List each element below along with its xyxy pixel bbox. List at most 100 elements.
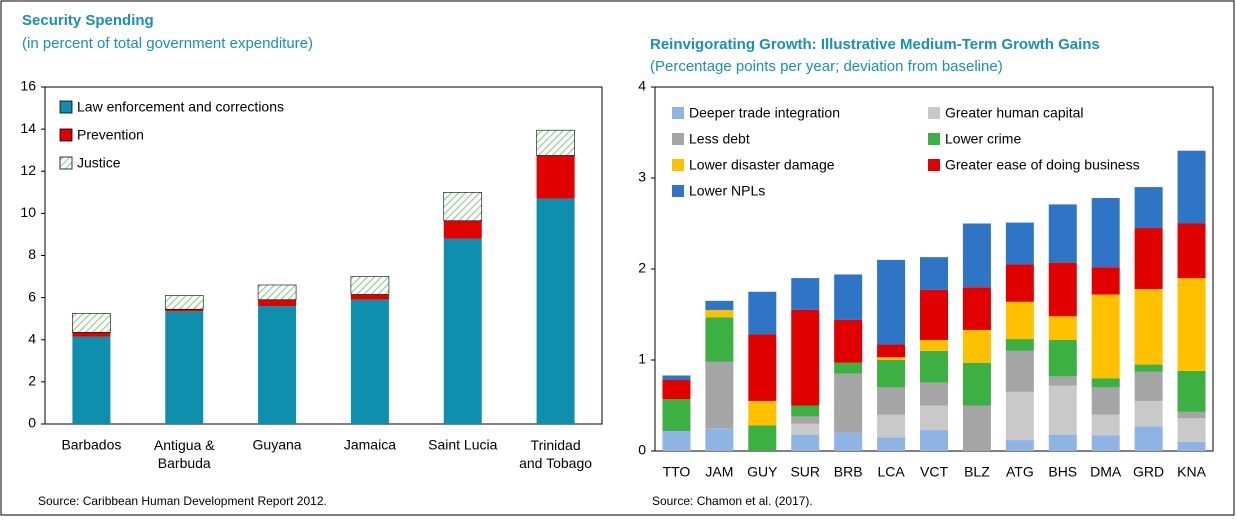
bar-segment bbox=[920, 382, 948, 406]
bar-segment bbox=[877, 259, 906, 345]
bar-segment bbox=[257, 284, 297, 301]
bar-segment bbox=[834, 362, 863, 374]
bar-segment bbox=[791, 278, 820, 310]
x-tick-label: GRD bbox=[1133, 464, 1164, 480]
y-tick-label: 16 bbox=[20, 78, 36, 94]
bar-segment bbox=[877, 437, 906, 451]
bar-segment bbox=[1177, 411, 1206, 419]
bar-segment bbox=[1091, 435, 1120, 451]
bar-segment bbox=[1177, 223, 1206, 279]
bar-segment bbox=[1048, 339, 1077, 377]
bar-segment bbox=[1134, 371, 1163, 401]
x-tick-label: LCA bbox=[877, 464, 905, 480]
bar-segment bbox=[877, 387, 906, 415]
bar-segment bbox=[962, 405, 991, 451]
bar-segment bbox=[1048, 204, 1077, 263]
bar-segment bbox=[662, 375, 691, 381]
x-tick-label: Barbados bbox=[61, 437, 121, 453]
y-tick-label: 8 bbox=[28, 246, 36, 262]
chart-title: Reinvigorating Growth: Illustrative Medi… bbox=[650, 36, 1100, 53]
x-tick-label: Saint Lucia bbox=[428, 437, 497, 453]
x-tick-label: JAM bbox=[705, 464, 733, 480]
x-tick-label: TTO bbox=[663, 464, 691, 480]
legend-label: Prevention bbox=[77, 127, 144, 143]
legend-label: Lower NPLs bbox=[689, 183, 765, 199]
x-tick-label: Trinidad and Tobago bbox=[519, 437, 592, 471]
bar-segment bbox=[1177, 150, 1206, 224]
bar-segment bbox=[536, 155, 575, 199]
bar-segment bbox=[1177, 418, 1206, 442]
x-tick-label: Antigua & Barbuda bbox=[154, 437, 215, 471]
bar-segment bbox=[1005, 301, 1034, 340]
bar-segment bbox=[791, 309, 820, 406]
bar-segment bbox=[1005, 440, 1034, 451]
legend-label: Law enforcement and corrections bbox=[77, 99, 284, 115]
bar-segment bbox=[258, 299, 297, 307]
x-tick-label: BRB bbox=[834, 464, 863, 480]
bar-segment bbox=[705, 361, 734, 429]
bar-segment bbox=[1134, 228, 1163, 290]
legend-swatch bbox=[672, 185, 684, 197]
legend-swatch bbox=[59, 128, 73, 142]
bar-segment bbox=[791, 423, 820, 435]
bar-segment bbox=[72, 313, 111, 333]
legend-swatch bbox=[928, 159, 940, 171]
y-tick-label: 10 bbox=[20, 204, 36, 220]
bar-segment bbox=[1091, 267, 1120, 295]
bar-segment bbox=[920, 289, 948, 340]
bar-segment bbox=[1091, 387, 1120, 415]
bar-segment bbox=[705, 309, 734, 318]
source: Source: Caribbean Human Development Repo… bbox=[38, 494, 327, 508]
bar-segment bbox=[834, 373, 863, 433]
bar-segment bbox=[748, 400, 777, 426]
legend-label: Greater human capital bbox=[945, 105, 1084, 121]
x-tick-label: BHS bbox=[1048, 464, 1077, 480]
bar-segment bbox=[1134, 400, 1163, 427]
bar-segment bbox=[791, 434, 820, 451]
x-tick-label: Jamaica bbox=[344, 437, 396, 453]
legend-label: Deeper trade integration bbox=[689, 105, 840, 121]
x-tick-label: GUY bbox=[747, 464, 778, 480]
bar-segment bbox=[350, 294, 389, 300]
chart-subtitle: (in percent of total government expendit… bbox=[22, 35, 313, 52]
bar-segment bbox=[962, 287, 991, 330]
legend-swatch bbox=[672, 107, 684, 119]
bar-segment bbox=[662, 430, 691, 451]
bar-segment bbox=[1005, 222, 1034, 265]
bar-segment bbox=[165, 309, 204, 312]
legend-swatch bbox=[59, 100, 73, 114]
bar-segment bbox=[705, 300, 734, 310]
bar-segment bbox=[1091, 294, 1120, 379]
bar-segment bbox=[877, 344, 906, 358]
bar-segment bbox=[1005, 264, 1034, 302]
bar-segment bbox=[877, 357, 906, 360]
bar-segment bbox=[72, 336, 111, 424]
bar-segment bbox=[536, 129, 575, 156]
x-tick-label: BLZ bbox=[964, 464, 990, 480]
y-tick-label: 3 bbox=[638, 169, 646, 185]
bar-segment bbox=[1091, 414, 1120, 436]
bar-segment bbox=[1048, 376, 1077, 386]
y-tick-label: 6 bbox=[28, 288, 36, 304]
legend-label: Lower disaster damage bbox=[689, 157, 835, 173]
bar-segment bbox=[920, 350, 948, 383]
legend-swatch bbox=[672, 159, 684, 171]
bar-segment bbox=[791, 405, 820, 417]
y-tick-label: 1 bbox=[638, 351, 646, 367]
bar-segment bbox=[962, 362, 991, 406]
y-tick-label: 4 bbox=[28, 330, 36, 346]
bar-segment bbox=[1005, 350, 1034, 392]
bar-segment bbox=[920, 339, 948, 351]
x-tick-label: VCT bbox=[920, 464, 948, 480]
x-tick-label: DMA bbox=[1090, 464, 1122, 480]
bar-segment bbox=[962, 329, 991, 363]
bar-segment bbox=[443, 220, 482, 239]
y-tick-label: 0 bbox=[638, 442, 646, 458]
bar-segment bbox=[1048, 316, 1077, 340]
legend-swatch bbox=[59, 156, 73, 170]
legend-swatch bbox=[672, 133, 684, 145]
x-tick-label: Guyana bbox=[253, 437, 302, 453]
bar-segment bbox=[350, 299, 389, 424]
bar-segment bbox=[165, 311, 204, 424]
x-tick-label: SUR bbox=[790, 464, 820, 480]
